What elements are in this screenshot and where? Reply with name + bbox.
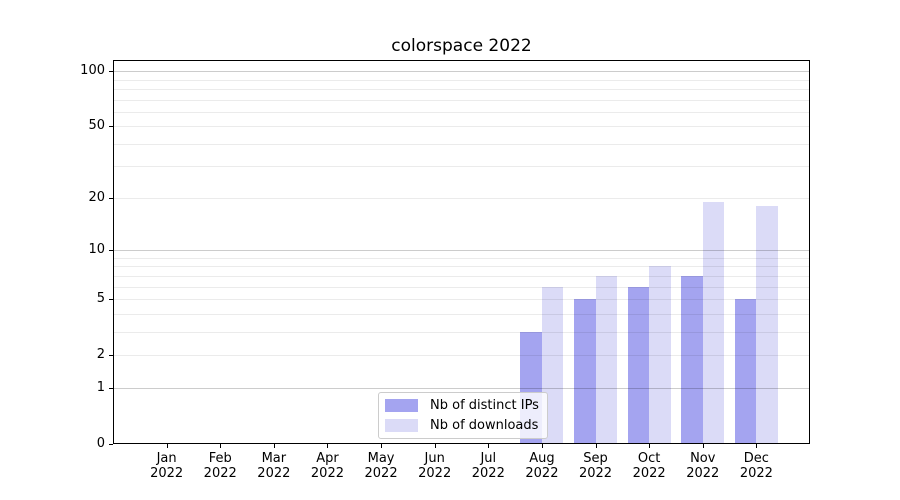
- x-tick-label: Jun 2022: [418, 451, 452, 481]
- legend-item-downloads: Nb of downloads: [385, 417, 541, 433]
- y-tick-label: 20: [88, 189, 105, 205]
- x-tick-label: Jul 2022: [471, 451, 505, 481]
- x-tick: [166, 444, 168, 448]
- legend-label-downloads: Nb of downloads: [430, 417, 539, 433]
- x-tick: [541, 444, 543, 448]
- y-tick-label: 2: [96, 346, 105, 362]
- legend-label-distinct-ips: Nb of distinct IPs: [430, 397, 539, 413]
- x-tick: [756, 444, 758, 448]
- x-tick-label: Dec 2022: [739, 451, 773, 481]
- x-tick: [434, 444, 436, 448]
- y-tick-label: 1: [96, 379, 105, 395]
- x-tick: [381, 444, 383, 448]
- x-tick-label: May 2022: [364, 451, 398, 481]
- x-tick: [273, 444, 275, 448]
- x-tick-label: Jan 2022: [150, 451, 184, 481]
- x-tick: [649, 444, 651, 448]
- x-tick-label: Apr 2022: [310, 451, 344, 481]
- legend-item-distinct-ips: Nb of distinct IPs: [385, 397, 541, 413]
- y-tick-label: 100: [80, 63, 105, 79]
- x-tick: [595, 444, 597, 448]
- legend-swatch-downloads-icon: [385, 419, 418, 432]
- plot-border: [113, 60, 810, 444]
- x-tick: [327, 444, 329, 448]
- x-tick-label: Nov 2022: [686, 451, 720, 481]
- y-tick-label: 0: [96, 435, 105, 451]
- legend: Nb of distinct IPs Nb of downloads: [378, 392, 548, 439]
- chart-title: colorspace 2022: [391, 36, 532, 56]
- x-tick: [488, 444, 490, 448]
- x-tick-label: Feb 2022: [203, 451, 237, 481]
- y-tick-label: 10: [88, 242, 105, 258]
- x-tick-label: Mar 2022: [257, 451, 291, 481]
- x-tick-label: Aug 2022: [525, 451, 559, 481]
- x-tick-label: Sep 2022: [578, 451, 613, 481]
- y-tick-label: 50: [88, 118, 105, 134]
- y-tick-label: 5: [96, 290, 105, 306]
- x-tick: [220, 444, 222, 448]
- legend-swatch-distinct-ips-icon: [385, 399, 418, 412]
- x-tick-label: Oct 2022: [632, 451, 666, 481]
- x-tick: [702, 444, 704, 448]
